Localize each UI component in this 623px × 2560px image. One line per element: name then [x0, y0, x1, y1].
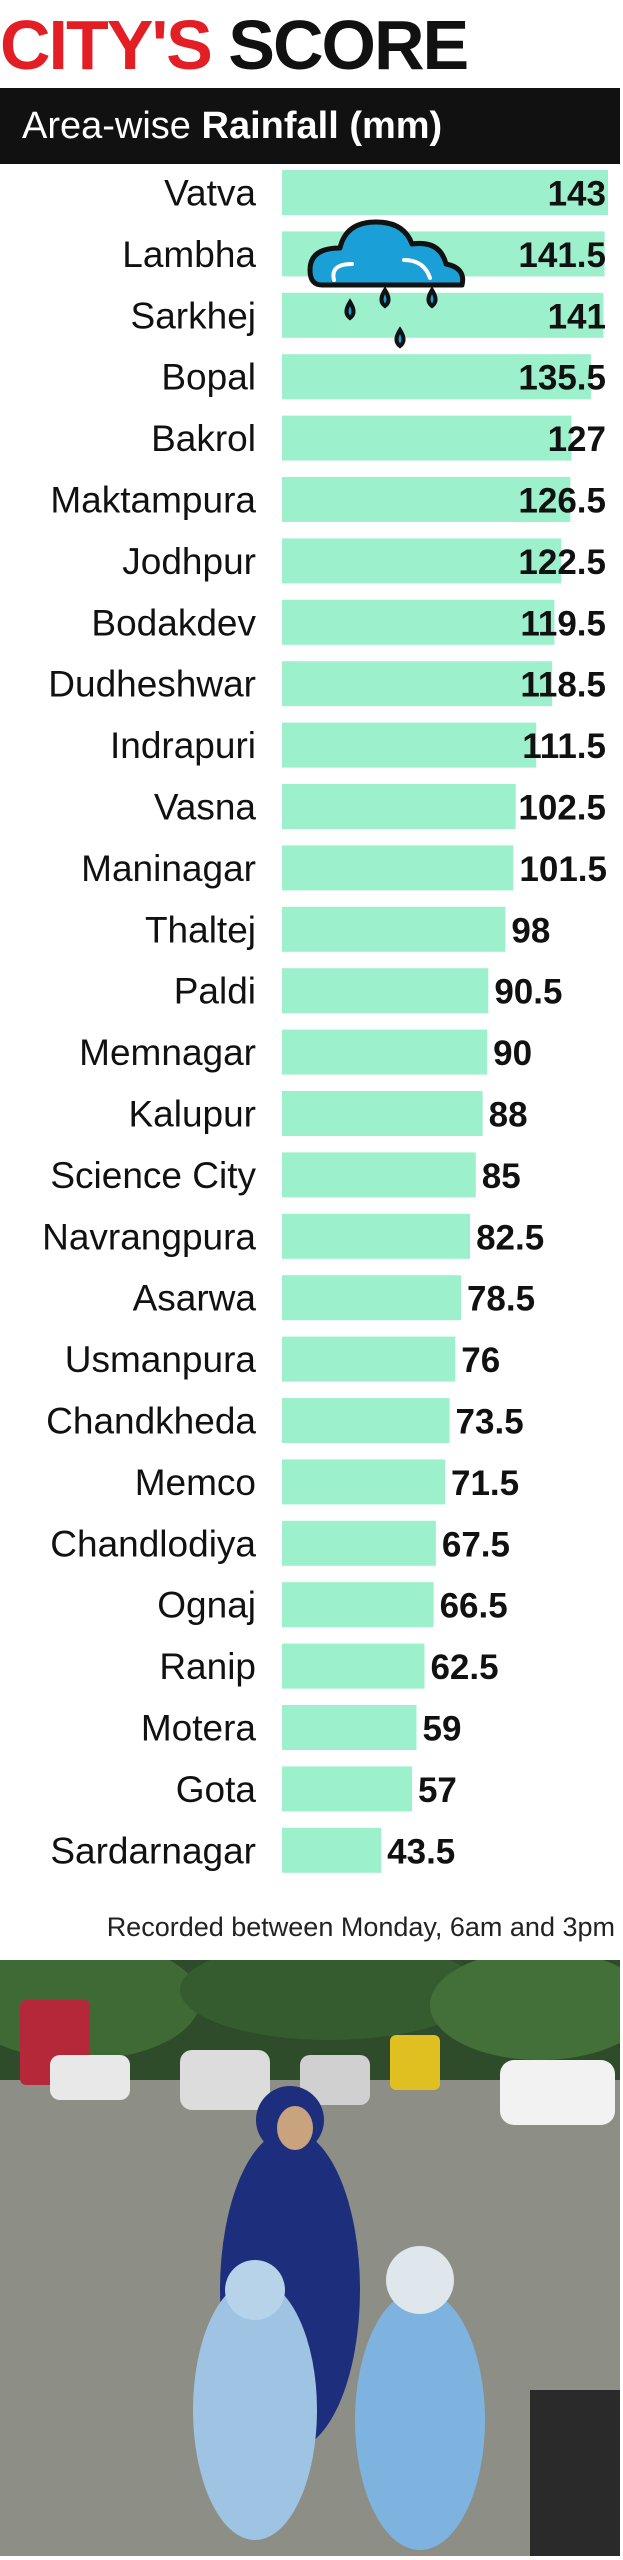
value-label: 135.5: [518, 359, 606, 398]
value-label: 78.5: [467, 1280, 535, 1319]
value-label: 59: [423, 1710, 462, 1749]
category-label: Sardarnagar: [50, 1830, 256, 1871]
bar-ranip: [282, 1643, 425, 1689]
category-label: Motera: [141, 1708, 257, 1749]
category-label: Gota: [176, 1769, 257, 1810]
value-label: 90: [493, 1034, 532, 1073]
value-label: 111.5: [522, 727, 606, 766]
category-label: Bakrol: [151, 418, 256, 459]
bar-gota: [282, 1766, 412, 1812]
category-label: Vasna: [154, 787, 257, 828]
value-label: 98: [511, 911, 550, 950]
footnote: Recorded between Monday, 6am and 3pm: [106, 1912, 615, 1942]
bar-science-city: [282, 1152, 476, 1198]
category-label: Bodakdev: [91, 602, 256, 643]
bar-bopal: [282, 354, 591, 400]
value-label: 43.5: [387, 1832, 455, 1871]
value-label: 67.5: [442, 1525, 510, 1564]
category-label: Thaltej: [145, 909, 256, 950]
category-label: Asarwa: [133, 1278, 257, 1319]
category-label: Usmanpura: [65, 1339, 257, 1380]
value-label: 141: [548, 297, 606, 336]
value-label: 62.5: [430, 1648, 498, 1687]
subtitle-bold: Rainfall (mm): [201, 105, 443, 147]
headline-part1: CITY'S: [0, 6, 213, 84]
value-label: 102.5: [518, 789, 606, 828]
bar-jodhpur: [282, 538, 562, 584]
value-label: 82.5: [476, 1218, 544, 1257]
value-label: 119.5: [520, 604, 606, 643]
category-label: Vatva: [164, 173, 256, 214]
value-label: 143: [548, 175, 606, 214]
category-label: Memnagar: [79, 1032, 256, 1073]
value-label: 66.5: [440, 1587, 508, 1626]
chart-subtitle-bar: Area-wise Rainfall (mm): [0, 88, 620, 164]
category-label: Science City: [50, 1155, 256, 1196]
category-label: Paldi: [174, 971, 256, 1012]
category-label: Maktampura: [50, 480, 256, 521]
bar-motera: [282, 1705, 417, 1750]
category-label: Lambha: [122, 234, 256, 275]
category-label: Memco: [135, 1462, 256, 1503]
category-label: Chandkheda: [46, 1401, 256, 1442]
bar-maninagar: [282, 845, 514, 891]
bar-sarkhej: [282, 292, 604, 338]
bar-asarwa: [282, 1275, 461, 1321]
bar-indrapuri: [282, 722, 537, 768]
category-label: Sarkhej: [131, 295, 256, 336]
subtitle-prefix: Area-wise: [22, 105, 191, 147]
category-label: Dudheshwar: [48, 664, 256, 705]
value-label: 76: [461, 1341, 500, 1380]
category-label: Indrapuri: [110, 725, 256, 766]
bar-kalupur: [282, 1091, 483, 1136]
headline: CITY'S SCORE: [0, 6, 623, 84]
bar-chandkheda: [282, 1398, 450, 1443]
category-label: Maninagar: [81, 848, 256, 889]
bar-thaltej: [282, 906, 506, 952]
value-label: 57: [418, 1771, 457, 1810]
category-label: Ognaj: [157, 1585, 256, 1626]
category-label: Ranip: [159, 1646, 256, 1687]
bar-chandlodiya: [282, 1520, 436, 1566]
category-label: Navrangpura: [42, 1216, 256, 1257]
value-label: 122.5: [518, 543, 606, 582]
bar-bakrol: [282, 415, 572, 461]
bar-bodakdev: [282, 599, 555, 645]
rain-cloud-icon: [307, 219, 466, 349]
category-label: Chandlodiya: [50, 1523, 256, 1564]
value-label: 73.5: [456, 1403, 524, 1442]
bar-dudheshwar: [282, 661, 553, 707]
bar-memco: [282, 1459, 445, 1505]
value-label: 101.5: [519, 850, 607, 889]
category-label: Bopal: [161, 357, 256, 398]
bar-vasna: [282, 784, 516, 829]
headline-part2: SCORE: [228, 6, 469, 84]
value-label: 141.5: [518, 236, 606, 275]
bar-paldi: [282, 968, 489, 1014]
value-label: 88: [489, 1096, 528, 1135]
bar-usmanpura: [282, 1336, 456, 1382]
rainfall-bar-chart: Vatva 143 Lambha 141.5 Sarkhej 141 Bopal 135.5 B…: [42, 170, 608, 1873]
bar-ognaj: [282, 1582, 434, 1628]
value-label: 118.5: [520, 666, 606, 705]
category-label: Jodhpur: [122, 541, 256, 582]
value-label: 126.5: [518, 482, 606, 521]
bar-maktampura: [282, 477, 571, 522]
bar-vatva: [282, 170, 608, 215]
value-label: 127: [548, 420, 606, 459]
value-label: 71.5: [451, 1464, 519, 1503]
bar-memnagar: [282, 1029, 488, 1075]
category-label: Kalupur: [128, 1094, 256, 1135]
value-label: 90.5: [494, 973, 562, 1012]
bar-navrangpura: [282, 1213, 471, 1259]
flood-photo: [0, 1960, 620, 2556]
value-label: 85: [482, 1157, 521, 1196]
bar-sardarnagar: [282, 1827, 382, 1873]
